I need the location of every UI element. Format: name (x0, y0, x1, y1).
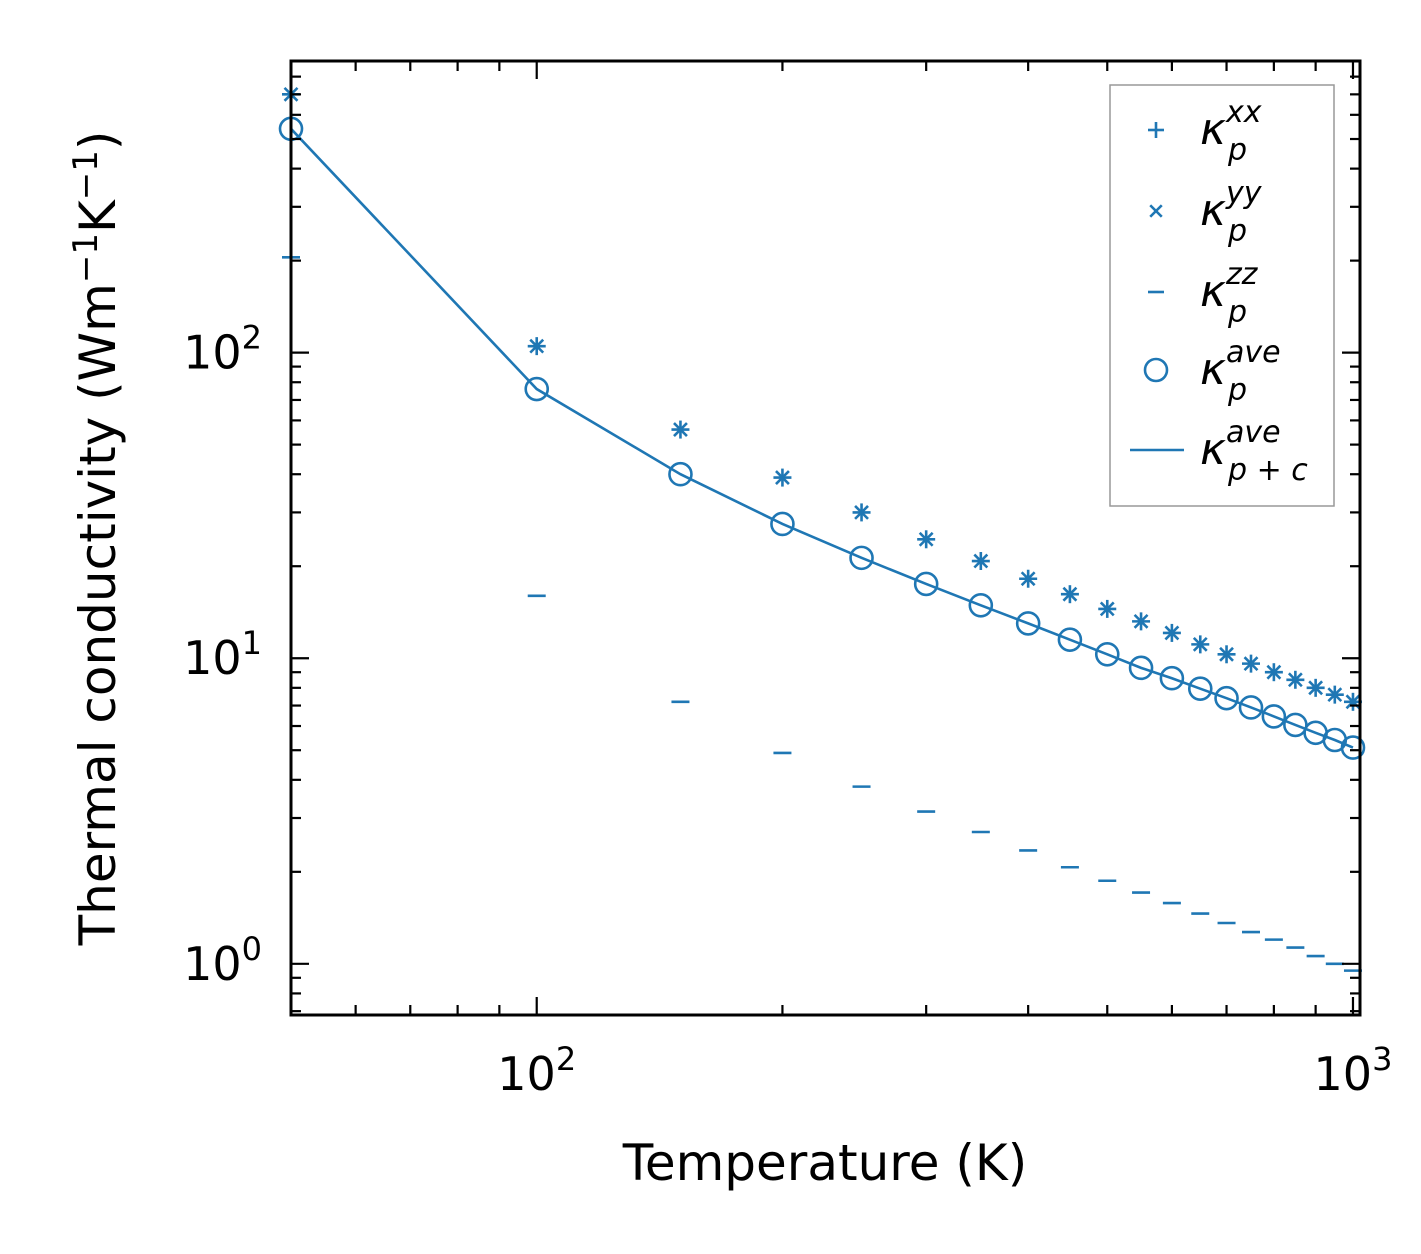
data-point-kappa_p_ave (1057, 627, 1083, 652)
x-tick-label: 103 (1314, 1040, 1393, 1101)
data-point-kappa_p_yy (673, 422, 688, 437)
legend-marker-circle (1143, 357, 1169, 383)
data-point-kappa_p_ave (1214, 685, 1239, 711)
data-point-kappa_p_ave (849, 545, 874, 571)
y-tick-label: 101 (183, 624, 262, 685)
data-point-kappa_p_yy (1219, 646, 1234, 662)
legend-marker-x (1149, 204, 1163, 218)
y-tick-label: 100 (183, 930, 262, 991)
y-tick-label: 102 (183, 319, 262, 380)
data-point-kappa_p_yy (1243, 656, 1259, 672)
data-point-kappa_p_yy (1099, 601, 1115, 617)
data-point-kappa_p_ave (1187, 676, 1213, 701)
series-kappa_p_zz (282, 256, 1362, 972)
y-axis-label-mid: K (69, 199, 127, 233)
data-point-kappa_p_ave (524, 376, 550, 402)
legend-entry-kappa_p_ave: κave p (1143, 335, 1281, 408)
y-axis-label-prefix: Thermal conductivity (Wm (69, 283, 127, 946)
y-axis-label-suffix: ) (69, 131, 127, 151)
series-line-kappa_pc_ave (290, 127, 1354, 749)
legend-label: κyy p (1200, 176, 1263, 249)
data-point-kappa_p_ave (1238, 695, 1264, 720)
series-kappa_p_ave (278, 116, 1366, 760)
data-point-kappa_p_ave (913, 571, 939, 597)
data-point-kappa_p_ave (1015, 611, 1041, 636)
data-point-kappa_p_ave (1128, 655, 1154, 681)
legend-entry-kappa_p_zz: κzz p (1148, 257, 1259, 330)
data-point-kappa_p_yy (1062, 586, 1078, 602)
data-point-kappa_p_ave (770, 511, 795, 537)
data-point-kappa_p_yy (854, 505, 869, 520)
legend-entry-kappa_p_xx: κxx p (1148, 95, 1262, 168)
y-axis-label-sup1: −1 (66, 233, 106, 283)
y-axis-label-sup2: −1 (66, 150, 106, 200)
data-point-kappa_p_ave (1340, 735, 1366, 760)
legend-entry-kappa_pc_ave: κave p + c (1130, 415, 1308, 488)
data-point-kappa_p_ave (1159, 665, 1185, 691)
data-point-kappa_p_yy (1287, 672, 1303, 688)
series-kappa_p_yy (283, 86, 1361, 710)
plot-area (278, 85, 1366, 972)
data-point-kappa_p_yy (1164, 625, 1180, 641)
legend-label: κxx p (1200, 95, 1262, 168)
data-point-kappa_p_yy (1020, 571, 1036, 587)
data-point-kappa_p_yy (1266, 664, 1282, 680)
x-axis-label: Temperature (K) (622, 1134, 1027, 1192)
data-point-kappa_p_ave (668, 461, 693, 487)
data-point-kappa_p_ave (1094, 641, 1120, 667)
data-point-kappa_p_yy (918, 531, 934, 547)
data-point-kappa_p_yy (775, 470, 790, 485)
data-point-kappa_p_yy (1327, 687, 1343, 703)
plot-frame (289, 59, 1362, 1017)
axis-ticks: 102 103 100 101 102 (183, 59, 1393, 1101)
legend-marker-plus (1148, 122, 1164, 138)
legend-entry-kappa_p_yy: κyy p (1149, 176, 1263, 249)
y-axis-label: Thermal conductivity (Wm−1K−1) (66, 131, 127, 947)
data-point-kappa_p_ave (968, 592, 994, 618)
legend-box (1109, 84, 1335, 507)
data-point-kappa_p_ave (1261, 704, 1287, 729)
data-point-kappa_p_yy (1192, 636, 1208, 652)
data-point-kappa_p_yy (973, 553, 989, 569)
legend-label: κzz p (1200, 257, 1259, 330)
data-point-kappa_p_yy (1133, 613, 1149, 629)
data-point-kappa_p_yy (1308, 680, 1324, 696)
x-tick-label: 102 (497, 1040, 576, 1101)
legend-label: κave p (1200, 335, 1281, 408)
data-point-kappa_p_yy (529, 338, 545, 354)
legend-label: κave p + c (1200, 415, 1308, 488)
